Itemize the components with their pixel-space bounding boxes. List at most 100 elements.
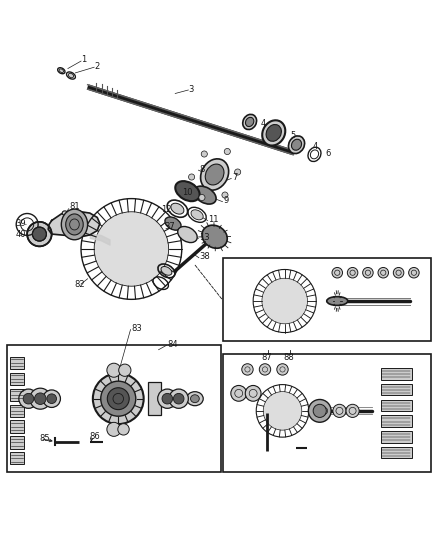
Circle shape <box>199 195 205 200</box>
Text: 37: 37 <box>164 222 175 231</box>
Bar <box>10 357 24 369</box>
Circle shape <box>346 405 359 417</box>
Ellipse shape <box>205 164 224 185</box>
Ellipse shape <box>291 139 302 150</box>
Ellipse shape <box>68 74 74 78</box>
Text: 7: 7 <box>232 173 237 182</box>
Text: 84: 84 <box>167 340 178 349</box>
Ellipse shape <box>187 392 203 406</box>
Text: 10: 10 <box>182 189 192 197</box>
Circle shape <box>118 424 129 435</box>
Bar <box>10 437 24 449</box>
Circle shape <box>263 392 302 430</box>
Circle shape <box>409 268 419 278</box>
Text: 4: 4 <box>312 142 318 150</box>
Ellipse shape <box>266 125 281 141</box>
Bar <box>381 447 412 458</box>
Ellipse shape <box>161 266 172 275</box>
Bar <box>381 431 412 442</box>
Text: 88: 88 <box>284 353 295 362</box>
Ellipse shape <box>327 297 348 305</box>
Circle shape <box>43 390 60 407</box>
Circle shape <box>313 405 326 417</box>
Polygon shape <box>48 211 100 237</box>
Circle shape <box>19 389 38 408</box>
Text: 2: 2 <box>94 62 99 71</box>
Circle shape <box>173 393 184 404</box>
Circle shape <box>332 268 343 278</box>
Circle shape <box>169 389 188 408</box>
Circle shape <box>277 364 288 375</box>
Circle shape <box>242 364 253 375</box>
Ellipse shape <box>178 227 197 243</box>
Circle shape <box>30 388 51 409</box>
Text: 13: 13 <box>199 233 210 242</box>
Text: 5: 5 <box>290 131 295 140</box>
Text: 6: 6 <box>325 149 330 158</box>
Circle shape <box>245 385 261 401</box>
Circle shape <box>224 149 230 155</box>
Ellipse shape <box>61 209 88 240</box>
Text: 87: 87 <box>261 353 272 362</box>
Bar <box>7 345 221 472</box>
Text: 8: 8 <box>199 165 205 174</box>
Circle shape <box>308 399 331 422</box>
Circle shape <box>222 192 228 198</box>
Ellipse shape <box>191 210 203 220</box>
Ellipse shape <box>202 225 227 248</box>
Circle shape <box>262 278 307 324</box>
Circle shape <box>333 405 346 417</box>
Text: 38: 38 <box>200 252 211 261</box>
Circle shape <box>231 385 247 401</box>
Text: 4: 4 <box>261 119 266 128</box>
Ellipse shape <box>59 69 64 72</box>
Ellipse shape <box>194 186 216 204</box>
Bar <box>10 373 24 385</box>
Circle shape <box>107 363 121 377</box>
Circle shape <box>378 268 389 278</box>
Circle shape <box>188 174 194 180</box>
Ellipse shape <box>66 214 83 235</box>
Bar <box>10 405 24 417</box>
Circle shape <box>119 364 131 376</box>
Circle shape <box>162 393 173 404</box>
Circle shape <box>347 268 358 278</box>
Circle shape <box>158 389 177 408</box>
Circle shape <box>101 381 136 416</box>
Ellipse shape <box>289 136 304 154</box>
Circle shape <box>363 268 373 278</box>
Text: 81: 81 <box>69 203 80 212</box>
Bar <box>223 354 431 472</box>
Ellipse shape <box>243 115 257 130</box>
Circle shape <box>107 422 121 437</box>
Circle shape <box>201 151 207 157</box>
Text: 12: 12 <box>161 205 172 214</box>
Bar <box>381 368 412 379</box>
Circle shape <box>93 373 144 424</box>
Bar <box>381 415 412 427</box>
Text: 40: 40 <box>15 230 26 239</box>
Circle shape <box>27 222 52 246</box>
Ellipse shape <box>62 211 67 215</box>
Ellipse shape <box>191 395 199 402</box>
Text: 11: 11 <box>208 215 219 224</box>
Ellipse shape <box>175 181 200 201</box>
Text: 9: 9 <box>223 196 229 205</box>
Circle shape <box>393 268 404 278</box>
Circle shape <box>107 387 129 410</box>
Circle shape <box>318 405 331 417</box>
Ellipse shape <box>171 203 184 214</box>
Circle shape <box>94 212 169 286</box>
Ellipse shape <box>201 159 229 190</box>
Bar <box>10 452 24 464</box>
Circle shape <box>32 227 46 241</box>
Text: 86: 86 <box>90 432 101 441</box>
Text: 85: 85 <box>39 434 50 443</box>
Text: 1: 1 <box>81 55 86 64</box>
Ellipse shape <box>165 217 181 230</box>
Text: 82: 82 <box>74 280 85 289</box>
Bar <box>10 389 24 401</box>
Circle shape <box>47 394 57 403</box>
Bar <box>10 421 24 433</box>
Bar <box>223 258 431 341</box>
